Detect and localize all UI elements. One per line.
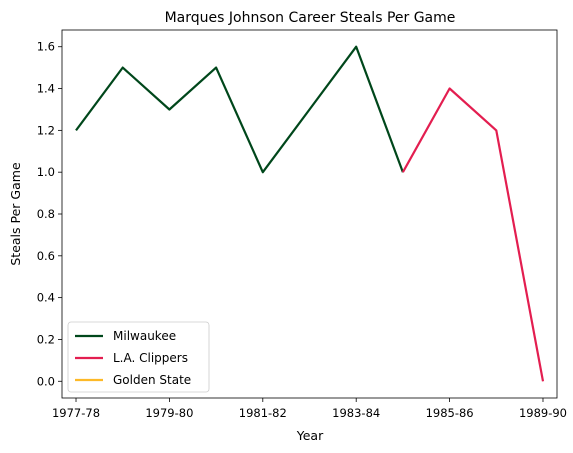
x-tick-label: 1983-84 xyxy=(332,406,380,420)
y-tick-label: 0.2 xyxy=(37,332,55,346)
y-tick-label: 1.2 xyxy=(37,123,55,137)
legend-label-milwaukee: Milwaukee xyxy=(113,329,176,343)
y-tick-label: 1.4 xyxy=(37,82,55,96)
y-tick-label: 1.0 xyxy=(37,165,55,179)
y-tick-label: 0.0 xyxy=(37,374,55,388)
y-tick-label: 0.8 xyxy=(37,207,55,221)
series-line-l-a-clippers xyxy=(401,87,545,382)
series-lines xyxy=(75,45,545,382)
series-line-milwaukee xyxy=(75,45,404,174)
x-axis-title: Year xyxy=(296,428,324,443)
x-tick-label: 1981-82 xyxy=(239,406,287,420)
x-tick-label: 1985-86 xyxy=(426,406,474,420)
y-axis-title: Steals Per Game xyxy=(8,162,23,266)
x-axis: 1977-78 1979-80 1981-82 1983-84 1985-86 1989-… xyxy=(52,398,567,420)
legend-label-l-a-clippers: L.A. Clippers xyxy=(113,351,188,365)
y-tick-label: 0.6 xyxy=(37,249,55,263)
legend-box xyxy=(67,321,210,393)
x-tick-label: 1989-90 xyxy=(519,406,567,420)
legend-label-golden-state: Golden State xyxy=(113,373,191,387)
chart-title: Marques Johnson Career Steals Per Game xyxy=(165,10,456,26)
y-tick-label: 0.4 xyxy=(37,291,55,305)
y-axis: 0.0 0.2 0.4 0.6 0.8 1.0 1.2 1.4 1.6 xyxy=(37,40,62,388)
y-tick-label: 1.6 xyxy=(37,40,55,54)
x-tick-label: 1979-80 xyxy=(145,406,193,420)
legend: Milwaukee L.A. Clippers Golden State xyxy=(67,321,210,393)
x-tick-label: 1977-78 xyxy=(52,406,100,420)
